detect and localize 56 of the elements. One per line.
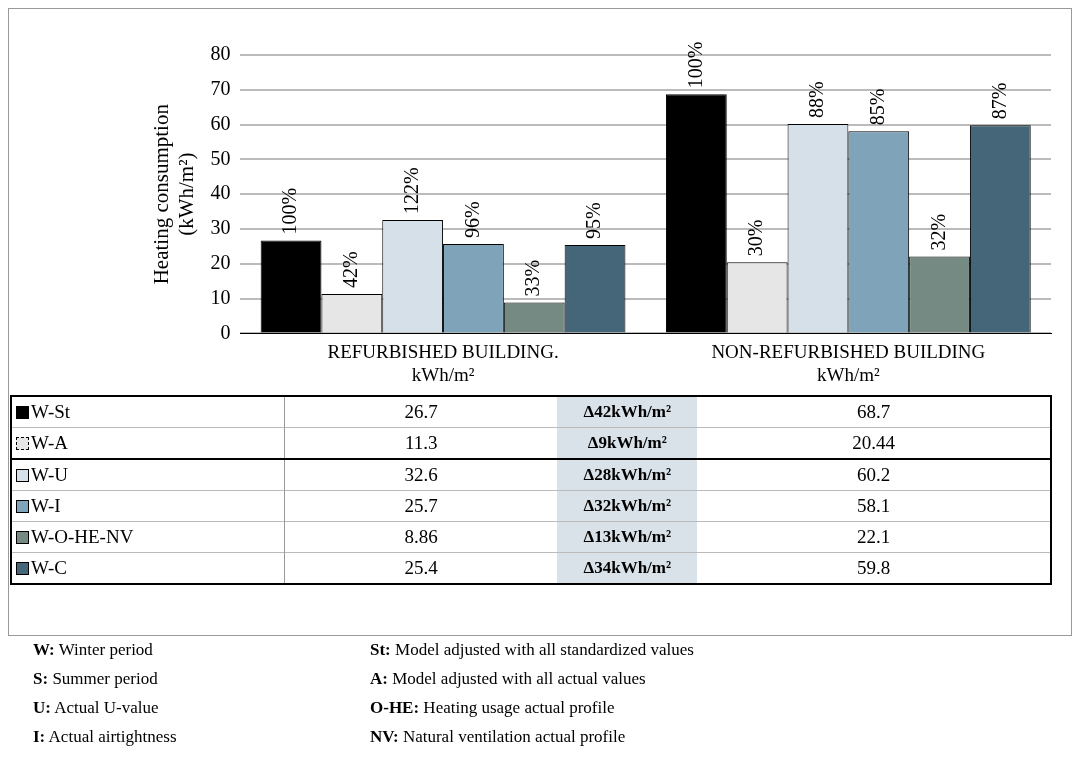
y-axis-title: Heating consumption (kWh/m²) — [149, 103, 199, 285]
data-label: 60.2 — [856, 463, 892, 487]
text: Δ9kWh/m² — [557, 427, 698, 459]
text: A: Model adjusted with all actual values — [370, 669, 646, 689]
annotation: 33% — [521, 259, 544, 297]
y-tick-label: 20 — [210, 251, 231, 274]
text: Δ32kWh/m² — [557, 490, 698, 522]
annotation: 96% — [460, 201, 483, 238]
text: S: Summer period — [33, 669, 158, 689]
y-tick-label: 50 — [210, 146, 231, 169]
legend-label: W-C — [11, 552, 285, 584]
annotation: 32% — [926, 213, 949, 251]
annotation: 122% — [399, 167, 422, 214]
annotation: 100% — [278, 187, 301, 235]
text: U: Actual U-value — [33, 698, 159, 718]
legend-label: W-O-HE-NV — [11, 521, 285, 553]
annotation: 30% — [744, 219, 767, 257]
text: W: Winter period — [33, 640, 153, 660]
data-label: 25.4 — [403, 556, 439, 580]
data-label: 11.3 — [403, 431, 439, 455]
data-label: 68.7 — [856, 400, 892, 424]
data-label: 58.1 — [856, 494, 892, 518]
annotation: 100% — [683, 41, 706, 89]
text: St: Model adjusted with all standardized values — [370, 640, 694, 660]
y-tick-label: 0 — [220, 320, 231, 343]
text: O-HE: Heating usage actual profile — [370, 698, 615, 718]
data-label: 20.44 — [851, 431, 897, 455]
annotation: 85% — [866, 88, 888, 126]
annotation: 88% — [805, 81, 828, 118]
y-tick-label: 80 — [210, 42, 231, 65]
x-tick-label: REFURBISHED BUILDING. kWh/m² — [327, 340, 559, 385]
legend-label: W-I — [11, 490, 285, 522]
annotation: 95% — [582, 202, 605, 240]
text: Δ34kWh/m² — [557, 552, 698, 584]
data-label: 26.7 — [403, 400, 439, 424]
text: Δ13kWh/m² — [557, 521, 698, 553]
data-label: 8.86 — [403, 525, 439, 549]
y-tick-label: 60 — [210, 111, 231, 134]
y-tick-label: 70 — [210, 77, 231, 100]
data-label: 59.8 — [856, 556, 892, 580]
legend-label: W-St — [11, 396, 285, 428]
x-tick-label: NON-REFURBISHED BUILDING kWh/m² — [711, 340, 986, 385]
data-label: 22.1 — [856, 525, 892, 549]
y-tick-label: 40 — [210, 181, 231, 204]
data-label: 32.6 — [403, 463, 439, 487]
y-tick-label: 10 — [210, 285, 231, 308]
data-label: 25.7 — [403, 494, 439, 518]
annotation: 42% — [339, 251, 362, 289]
text: Δ42kWh/m² — [557, 396, 698, 428]
text: I: Actual airtightness — [33, 727, 177, 747]
y-tick-label: 30 — [210, 216, 231, 239]
text: Δ28kWh/m² — [557, 459, 698, 491]
legend-label: W-A — [11, 427, 285, 459]
text: NV: Natural ventilation actual profile — [370, 727, 626, 747]
legend-label: W-U — [11, 459, 285, 491]
annotation: 87% — [987, 82, 1010, 120]
